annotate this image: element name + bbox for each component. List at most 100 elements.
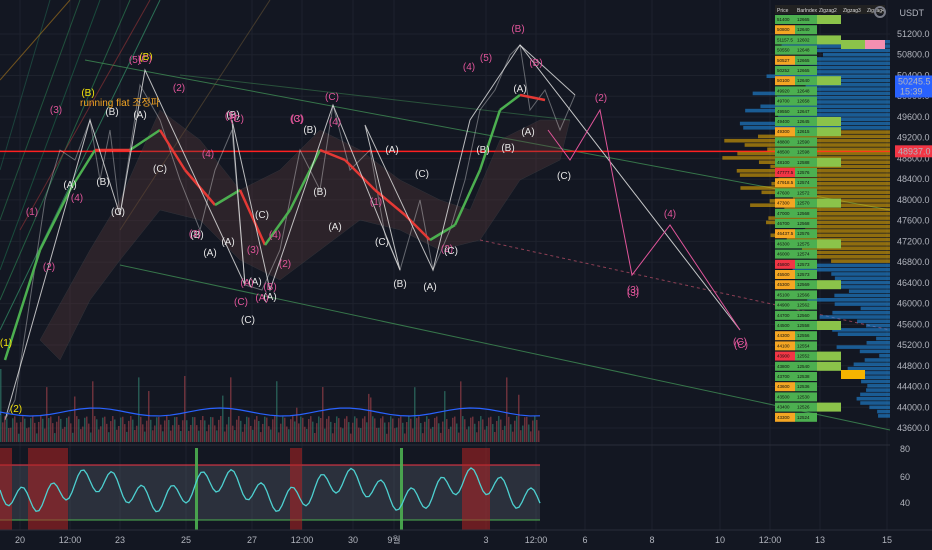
volume-bar xyxy=(408,416,410,442)
volume-bar xyxy=(510,424,512,442)
volume-bar xyxy=(462,416,464,442)
volume-bar xyxy=(450,426,452,442)
table-cell xyxy=(775,137,795,147)
ema-segment xyxy=(68,149,97,191)
time-axis-label: 30 xyxy=(348,535,358,545)
volume-bar xyxy=(226,424,228,442)
rsi-overbought-zone xyxy=(462,448,490,530)
volume-bar xyxy=(358,427,360,442)
table-price: 43500 xyxy=(777,394,790,399)
volume-profile-bar xyxy=(836,345,890,349)
volume-bar xyxy=(304,426,306,442)
table-barindex: 12573 xyxy=(797,262,810,267)
volume-bar xyxy=(426,416,428,442)
table-barindex: 12576 xyxy=(797,231,810,236)
wave-lines xyxy=(4,44,741,421)
volume-bar xyxy=(280,423,282,442)
volume-bar xyxy=(350,433,352,442)
volume-bar xyxy=(98,429,100,442)
wave-label: (A) xyxy=(133,110,146,121)
volume-bar xyxy=(238,416,240,442)
table-barindex: 12645 xyxy=(797,119,810,124)
volume-bar xyxy=(454,416,456,442)
price-axis-label: 46000.0 xyxy=(897,299,930,309)
volume-bar xyxy=(18,433,20,442)
table-cell xyxy=(795,96,817,106)
volume-bar xyxy=(204,420,206,442)
table-cell xyxy=(775,372,795,381)
table-zigzag-cell xyxy=(817,198,841,208)
volume-bar xyxy=(242,431,244,442)
volume-profile-bar xyxy=(778,177,890,182)
volume-bar xyxy=(58,416,60,442)
volume-bar xyxy=(186,420,188,442)
table-barindex: 12568 xyxy=(797,221,810,226)
volume-bar xyxy=(522,425,524,442)
table-cell xyxy=(775,259,795,269)
table-barindex: 12554 xyxy=(797,343,810,348)
trend-line xyxy=(479,239,891,331)
volume-bar xyxy=(502,429,504,442)
volume-profile-bar xyxy=(809,255,890,259)
table-barindex: 12556 xyxy=(797,333,810,338)
table-barindex: 12573 xyxy=(797,272,810,277)
table-price: 46000 xyxy=(777,252,790,257)
volume-profile-bar xyxy=(766,220,890,225)
volume-bar xyxy=(296,407,298,442)
table-header-text: BarIndex xyxy=(797,8,818,14)
wave-label: (A) xyxy=(63,180,76,191)
price-series xyxy=(3,43,576,421)
volume-bar xyxy=(78,419,80,442)
time-axis[interactable]: 20 12:00 23 25 27 12:00 30 9월 3 12:00 6 8 10 12:00 13 1… xyxy=(0,529,932,545)
volume-profile-bar xyxy=(805,70,890,74)
current-price-value: 50245.5 xyxy=(898,76,931,86)
gear-icon[interactable] xyxy=(874,6,886,18)
volume-bar xyxy=(124,424,126,442)
volume-bar xyxy=(324,428,326,442)
volume-bar xyxy=(104,416,106,442)
table-price: 50800 xyxy=(777,27,790,32)
table-cell xyxy=(795,127,817,137)
ema-segment xyxy=(3,249,42,361)
table-barindex: 12566 xyxy=(797,292,810,297)
table-zigzag-cell xyxy=(817,280,841,290)
volume-bar xyxy=(446,419,448,442)
volume-bar xyxy=(74,396,76,442)
table-cell xyxy=(795,157,817,167)
volume-bar xyxy=(64,426,66,442)
volume-profile-bar xyxy=(866,323,890,328)
table-barindex: 12568 xyxy=(797,211,810,216)
volume-bar xyxy=(288,429,290,442)
table-cell xyxy=(795,259,817,269)
volume-bar xyxy=(452,417,454,442)
wave-label: (1) xyxy=(26,207,38,218)
volume-bar xyxy=(378,427,380,442)
volume-bar xyxy=(188,430,190,442)
volume-bar xyxy=(88,423,90,442)
volume-bar xyxy=(382,416,384,442)
volume-bar xyxy=(322,387,324,442)
table-zigzag-cell xyxy=(841,40,865,49)
volume-bar xyxy=(106,423,108,442)
table-cell xyxy=(795,86,817,96)
price-axis[interactable]: 51200.050800.050400.050000.049600.049200… xyxy=(895,29,932,508)
volume-profile-bar xyxy=(877,409,890,414)
table-cell xyxy=(775,15,795,24)
table-price: 45100 xyxy=(777,292,790,297)
wave-label: (A) xyxy=(385,145,398,156)
table-zigzag-cell xyxy=(817,351,841,361)
table-cell xyxy=(775,270,795,279)
wave-label: (2) xyxy=(279,259,291,270)
volume-bar xyxy=(134,430,136,442)
volume-bar xyxy=(66,417,68,442)
ema-segment xyxy=(319,148,346,162)
volume-bar xyxy=(374,418,376,442)
volume-bar xyxy=(424,421,426,442)
time-axis-label: 23 xyxy=(115,535,125,545)
wave-label: (A) xyxy=(263,292,276,303)
table-cell xyxy=(795,178,817,188)
volume-bar xyxy=(146,420,148,442)
volume-bar xyxy=(344,418,346,442)
ema-segment xyxy=(453,169,482,226)
